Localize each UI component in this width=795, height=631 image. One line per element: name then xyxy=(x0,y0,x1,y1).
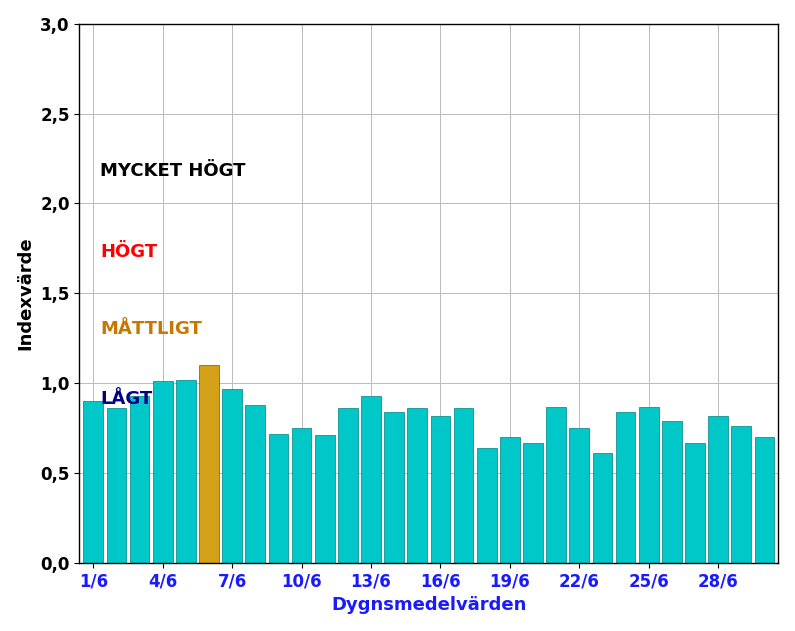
Bar xyxy=(454,408,474,563)
Bar xyxy=(685,442,705,563)
Bar xyxy=(269,433,289,563)
Bar xyxy=(708,416,728,563)
Bar xyxy=(153,382,173,563)
Text: MYCKET HÖGT: MYCKET HÖGT xyxy=(100,162,246,180)
Bar xyxy=(83,401,103,563)
Text: LÅGT: LÅGT xyxy=(100,389,153,408)
Bar xyxy=(639,406,658,563)
Bar xyxy=(731,427,751,563)
Bar xyxy=(431,416,450,563)
Bar xyxy=(569,428,589,563)
Bar xyxy=(500,437,520,563)
X-axis label: Dygnsmedelvärden: Dygnsmedelvärden xyxy=(332,596,526,615)
Bar xyxy=(107,408,126,563)
Bar xyxy=(292,428,312,563)
Text: MÅTTLIGT: MÅTTLIGT xyxy=(100,321,202,338)
Bar xyxy=(176,380,196,563)
Bar xyxy=(662,421,682,563)
Bar xyxy=(384,412,404,563)
Bar xyxy=(616,412,635,563)
Bar xyxy=(523,442,543,563)
Bar xyxy=(592,454,612,563)
Bar xyxy=(246,405,266,563)
Bar xyxy=(546,406,566,563)
Bar xyxy=(315,435,335,563)
Bar xyxy=(361,396,381,563)
Bar xyxy=(338,408,358,563)
Y-axis label: Indexvärde: Indexvärde xyxy=(17,237,35,350)
Bar xyxy=(477,448,497,563)
Text: HÖGT: HÖGT xyxy=(100,243,157,261)
Bar xyxy=(200,365,219,563)
Bar xyxy=(223,389,242,563)
Bar xyxy=(754,437,774,563)
Bar xyxy=(408,408,427,563)
Bar xyxy=(130,396,149,563)
